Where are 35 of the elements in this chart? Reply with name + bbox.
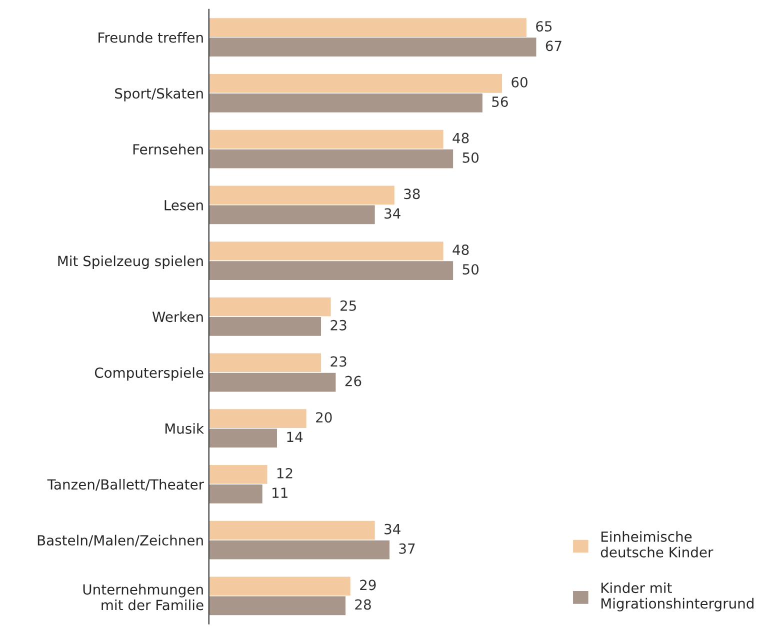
data-label: 23	[330, 356, 346, 367]
legend-label: Kinder mit Migrationshintergrund	[601, 582, 754, 612]
data-label: 37	[399, 543, 415, 554]
y-tick-label: Werken	[152, 311, 203, 322]
data-label: 48	[452, 132, 469, 144]
data-label: 67	[546, 40, 562, 52]
data-label: 50	[462, 264, 479, 275]
y-tick-label: Lesen	[164, 200, 203, 210]
data-label: 26	[345, 376, 362, 386]
y-tick-label: Basteln/Malen/Zeichnen	[38, 534, 203, 547]
y-tick-label: Computerspiele	[94, 367, 204, 381]
y-tick-label: Fernsehen	[133, 144, 203, 155]
data-label: 38	[404, 188, 420, 200]
data-label: 29	[360, 580, 376, 590]
data-label: 48	[452, 244, 469, 256]
y-tick-label: Sport/Skaten	[115, 88, 203, 102]
y-tick-label: Musik	[165, 423, 204, 434]
y-tick-label: Tanzen/Ballett/Theater	[47, 478, 204, 491]
data-label: 23	[330, 320, 346, 330]
y-tick-label: Freunde treffen	[98, 32, 203, 43]
data-label: 34	[384, 208, 400, 219]
data-label: 60	[512, 76, 528, 88]
data-label: 14	[287, 432, 303, 442]
data-label: 11	[272, 488, 288, 498]
data-label: 12	[277, 468, 292, 478]
data-label: 20	[316, 412, 332, 423]
data-label: 56	[492, 96, 508, 107]
y-tick-label: Mit Spielzeug spielen	[58, 256, 203, 269]
data-label: 25	[340, 300, 356, 311]
y-tick-label: Unternehmungen mit der Familie	[83, 584, 204, 610]
data-label: 28	[355, 599, 371, 610]
legend-label: Einheimische deutsche Kinder	[600, 531, 714, 558]
data-label: 34	[384, 524, 400, 534]
data-label: 50	[462, 152, 479, 163]
data-label: 65	[536, 21, 552, 32]
